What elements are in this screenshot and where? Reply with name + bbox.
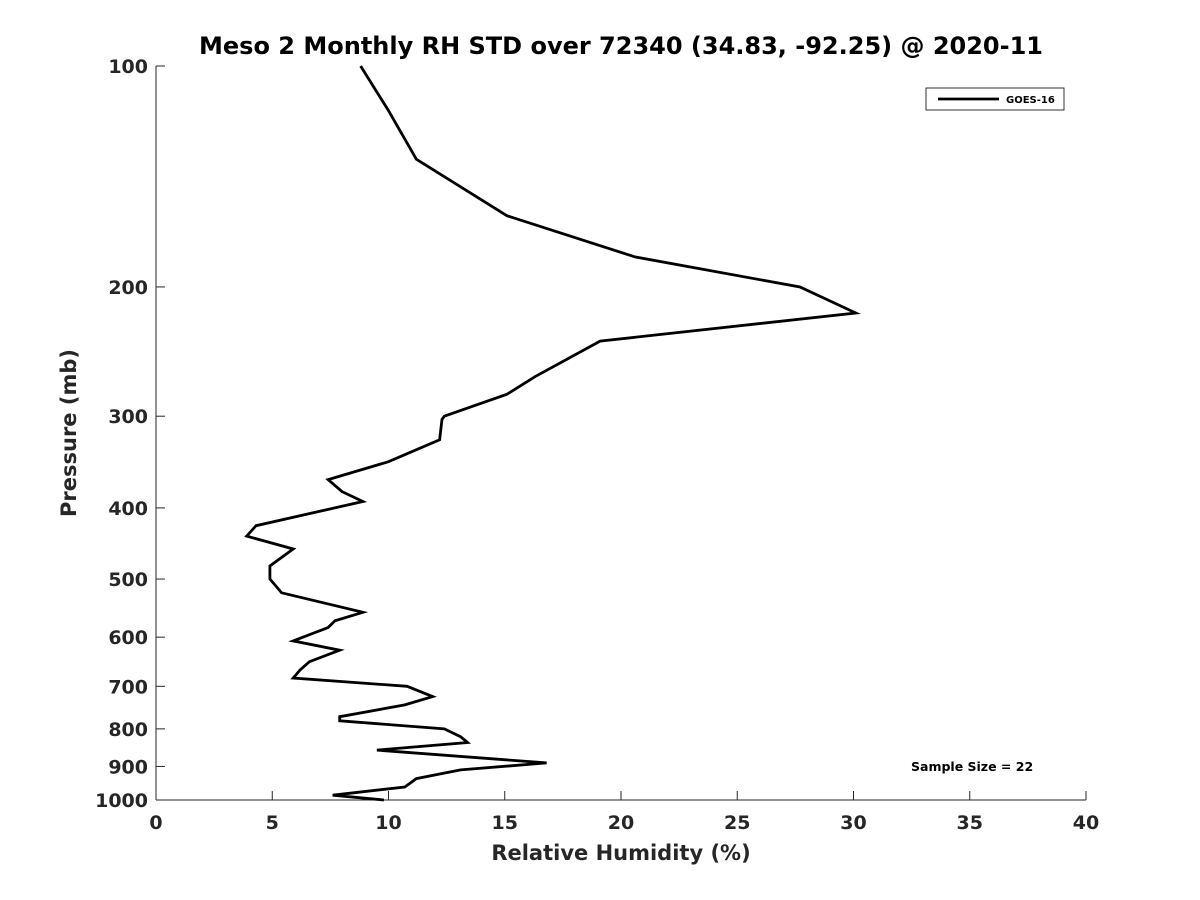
x-tick-label: 10 — [375, 812, 401, 834]
sample-size-annotation: Sample Size = 22 — [911, 759, 1033, 774]
x-tick-label: 20 — [608, 812, 634, 834]
y-tick-label: 700 — [108, 676, 148, 698]
x-tick-label: 15 — [492, 812, 518, 834]
y-tick-label: 1000 — [95, 790, 148, 812]
y-tick-label: 400 — [108, 498, 148, 520]
y-ticks: 100 200 300 400 500 600 700 800 900 1000 — [95, 56, 165, 812]
x-axis-label: Relative Humidity (%) — [491, 841, 750, 865]
y-tick-label: 800 — [108, 719, 148, 741]
y-tick-label: 300 — [108, 406, 148, 428]
x-tick-label: 5 — [266, 812, 279, 834]
x-ticks: 0 5 10 15 20 25 30 35 40 — [149, 791, 1099, 834]
y-axis-label: Pressure (mb) — [57, 349, 81, 517]
y-tick-label: 900 — [108, 756, 148, 778]
x-tick-label: 25 — [724, 812, 750, 834]
x-tick-label: 30 — [840, 812, 866, 834]
plot-area: 0 5 10 15 20 25 30 35 40 100 200 300 400 500 600 700 80… — [95, 56, 1099, 834]
legend: GOES-16 — [925, 87, 1065, 111]
legend-label: GOES-16 — [1006, 95, 1055, 106]
y-tick-label: 100 — [108, 56, 148, 78]
y-tick-label: 200 — [108, 277, 148, 299]
y-tick-label: 500 — [108, 569, 148, 591]
x-tick-label: 0 — [149, 812, 162, 834]
series-line-goes-16 — [244, 65, 861, 802]
chart-title: Meso 2 Monthly RH STD over 72340 (34.83,… — [199, 32, 1043, 60]
x-tick-label: 35 — [957, 812, 983, 834]
y-tick-label: 600 — [108, 627, 148, 649]
x-tick-label: 40 — [1073, 812, 1099, 834]
